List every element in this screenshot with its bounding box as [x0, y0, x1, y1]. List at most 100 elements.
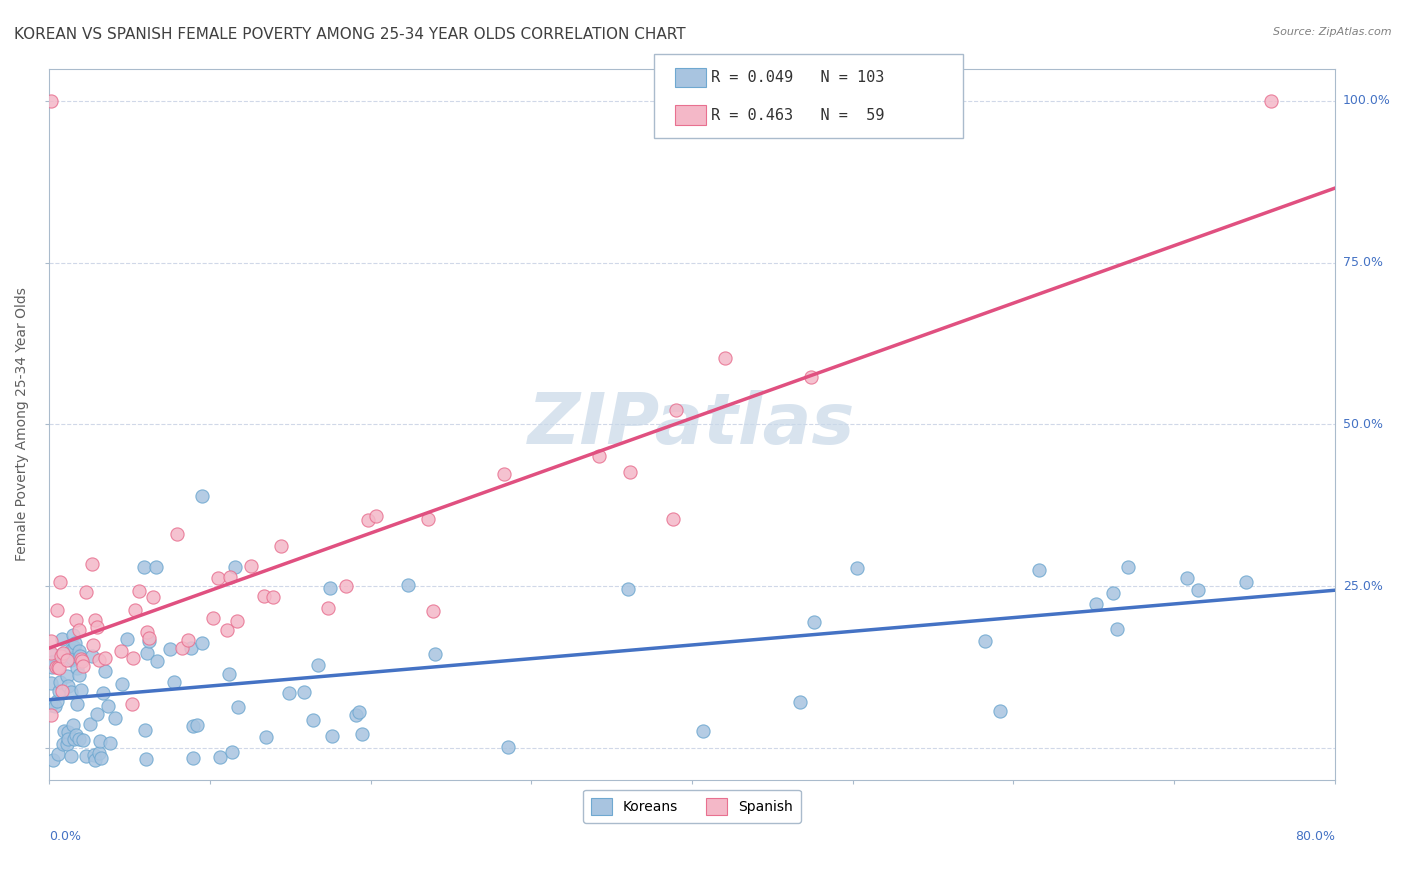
- Koreans: [60, 685, 83, 699]
- Koreans: [301, 713, 323, 727]
- Koreans: [48, 675, 70, 690]
- Koreans: [67, 644, 90, 658]
- Spanish: [318, 600, 340, 615]
- Legend: Koreans, Spanish: Koreans, Spanish: [583, 789, 801, 823]
- Spanish: [207, 571, 229, 585]
- Text: 25.0%: 25.0%: [1343, 580, 1384, 592]
- Koreans: [1175, 571, 1198, 585]
- Spanish: [75, 585, 97, 599]
- Koreans: [159, 641, 181, 656]
- Koreans: [41, 656, 63, 670]
- Spanish: [128, 583, 150, 598]
- Spanish: [138, 631, 160, 645]
- Koreans: [86, 706, 108, 721]
- Koreans: [319, 581, 342, 595]
- Spanish: [588, 449, 610, 463]
- Spanish: [215, 623, 238, 637]
- Koreans: [83, 747, 105, 762]
- Spanish: [492, 467, 515, 481]
- Spanish: [418, 512, 440, 526]
- Koreans: [72, 732, 94, 747]
- Spanish: [39, 646, 62, 660]
- Koreans: [803, 615, 825, 629]
- Spanish: [713, 351, 735, 366]
- Koreans: [79, 717, 101, 731]
- Spanish: [82, 638, 104, 652]
- Koreans: [89, 734, 111, 748]
- Koreans: [56, 724, 79, 739]
- Koreans: [190, 489, 212, 503]
- Text: 80.0%: 80.0%: [1295, 830, 1334, 843]
- Koreans: [39, 676, 62, 690]
- Koreans: [346, 708, 368, 723]
- Spanish: [800, 370, 823, 384]
- Koreans: [307, 658, 329, 673]
- Spanish: [39, 708, 62, 723]
- Spanish: [335, 579, 357, 593]
- Spanish: [357, 513, 380, 527]
- Koreans: [51, 632, 73, 646]
- Koreans: [163, 675, 186, 690]
- Text: R = 0.463   N =  59: R = 0.463 N = 59: [711, 108, 884, 122]
- Spanish: [240, 559, 263, 574]
- Koreans: [69, 649, 91, 664]
- Spanish: [39, 94, 62, 108]
- Koreans: [423, 647, 446, 661]
- Koreans: [67, 732, 90, 747]
- Spanish: [48, 661, 70, 675]
- Koreans: [292, 684, 315, 698]
- Koreans: [135, 752, 157, 766]
- Spanish: [70, 654, 93, 668]
- Koreans: [63, 636, 86, 650]
- Spanish: [94, 651, 117, 665]
- Spanish: [46, 660, 69, 674]
- Spanish: [262, 591, 284, 605]
- Text: KOREAN VS SPANISH FEMALE POVERTY AMONG 25-34 YEAR OLDS CORRELATION CHART: KOREAN VS SPANISH FEMALE POVERTY AMONG 2…: [14, 27, 686, 42]
- Spanish: [166, 526, 188, 541]
- Koreans: [988, 704, 1011, 718]
- Text: Source: ZipAtlas.com: Source: ZipAtlas.com: [1274, 27, 1392, 37]
- Koreans: [52, 737, 75, 751]
- Spanish: [1260, 94, 1282, 108]
- Koreans: [62, 718, 84, 732]
- Koreans: [53, 724, 76, 739]
- Spanish: [122, 651, 145, 665]
- Spanish: [39, 634, 62, 648]
- Koreans: [224, 559, 246, 574]
- Spanish: [67, 623, 90, 637]
- Text: 0.0%: 0.0%: [49, 830, 82, 843]
- Koreans: [58, 731, 80, 746]
- Y-axis label: Female Poverty Among 25-34 Year Olds: Female Poverty Among 25-34 Year Olds: [15, 287, 30, 561]
- Koreans: [496, 739, 519, 754]
- Koreans: [138, 634, 160, 648]
- Koreans: [46, 694, 69, 708]
- Spanish: [55, 653, 77, 667]
- Koreans: [181, 750, 204, 764]
- Koreans: [278, 686, 301, 700]
- Koreans: [97, 698, 120, 713]
- Koreans: [254, 731, 277, 745]
- Spanish: [46, 603, 69, 617]
- Koreans: [60, 749, 83, 764]
- Text: ZIPatlas: ZIPatlas: [529, 390, 856, 458]
- Koreans: [1116, 560, 1139, 574]
- Koreans: [1234, 575, 1257, 590]
- Spanish: [52, 646, 75, 660]
- Koreans: [221, 745, 243, 759]
- Koreans: [51, 647, 73, 661]
- Spanish: [201, 611, 224, 625]
- Koreans: [1102, 586, 1125, 600]
- Koreans: [136, 646, 159, 660]
- Koreans: [59, 652, 82, 666]
- Koreans: [93, 686, 115, 700]
- Koreans: [67, 667, 90, 681]
- Koreans: [209, 750, 232, 764]
- Koreans: [83, 753, 105, 767]
- Koreans: [46, 747, 69, 761]
- Spanish: [253, 589, 276, 603]
- Koreans: [63, 731, 86, 746]
- Spanish: [170, 640, 193, 655]
- Koreans: [115, 632, 138, 646]
- Koreans: [692, 723, 714, 738]
- Koreans: [191, 636, 214, 650]
